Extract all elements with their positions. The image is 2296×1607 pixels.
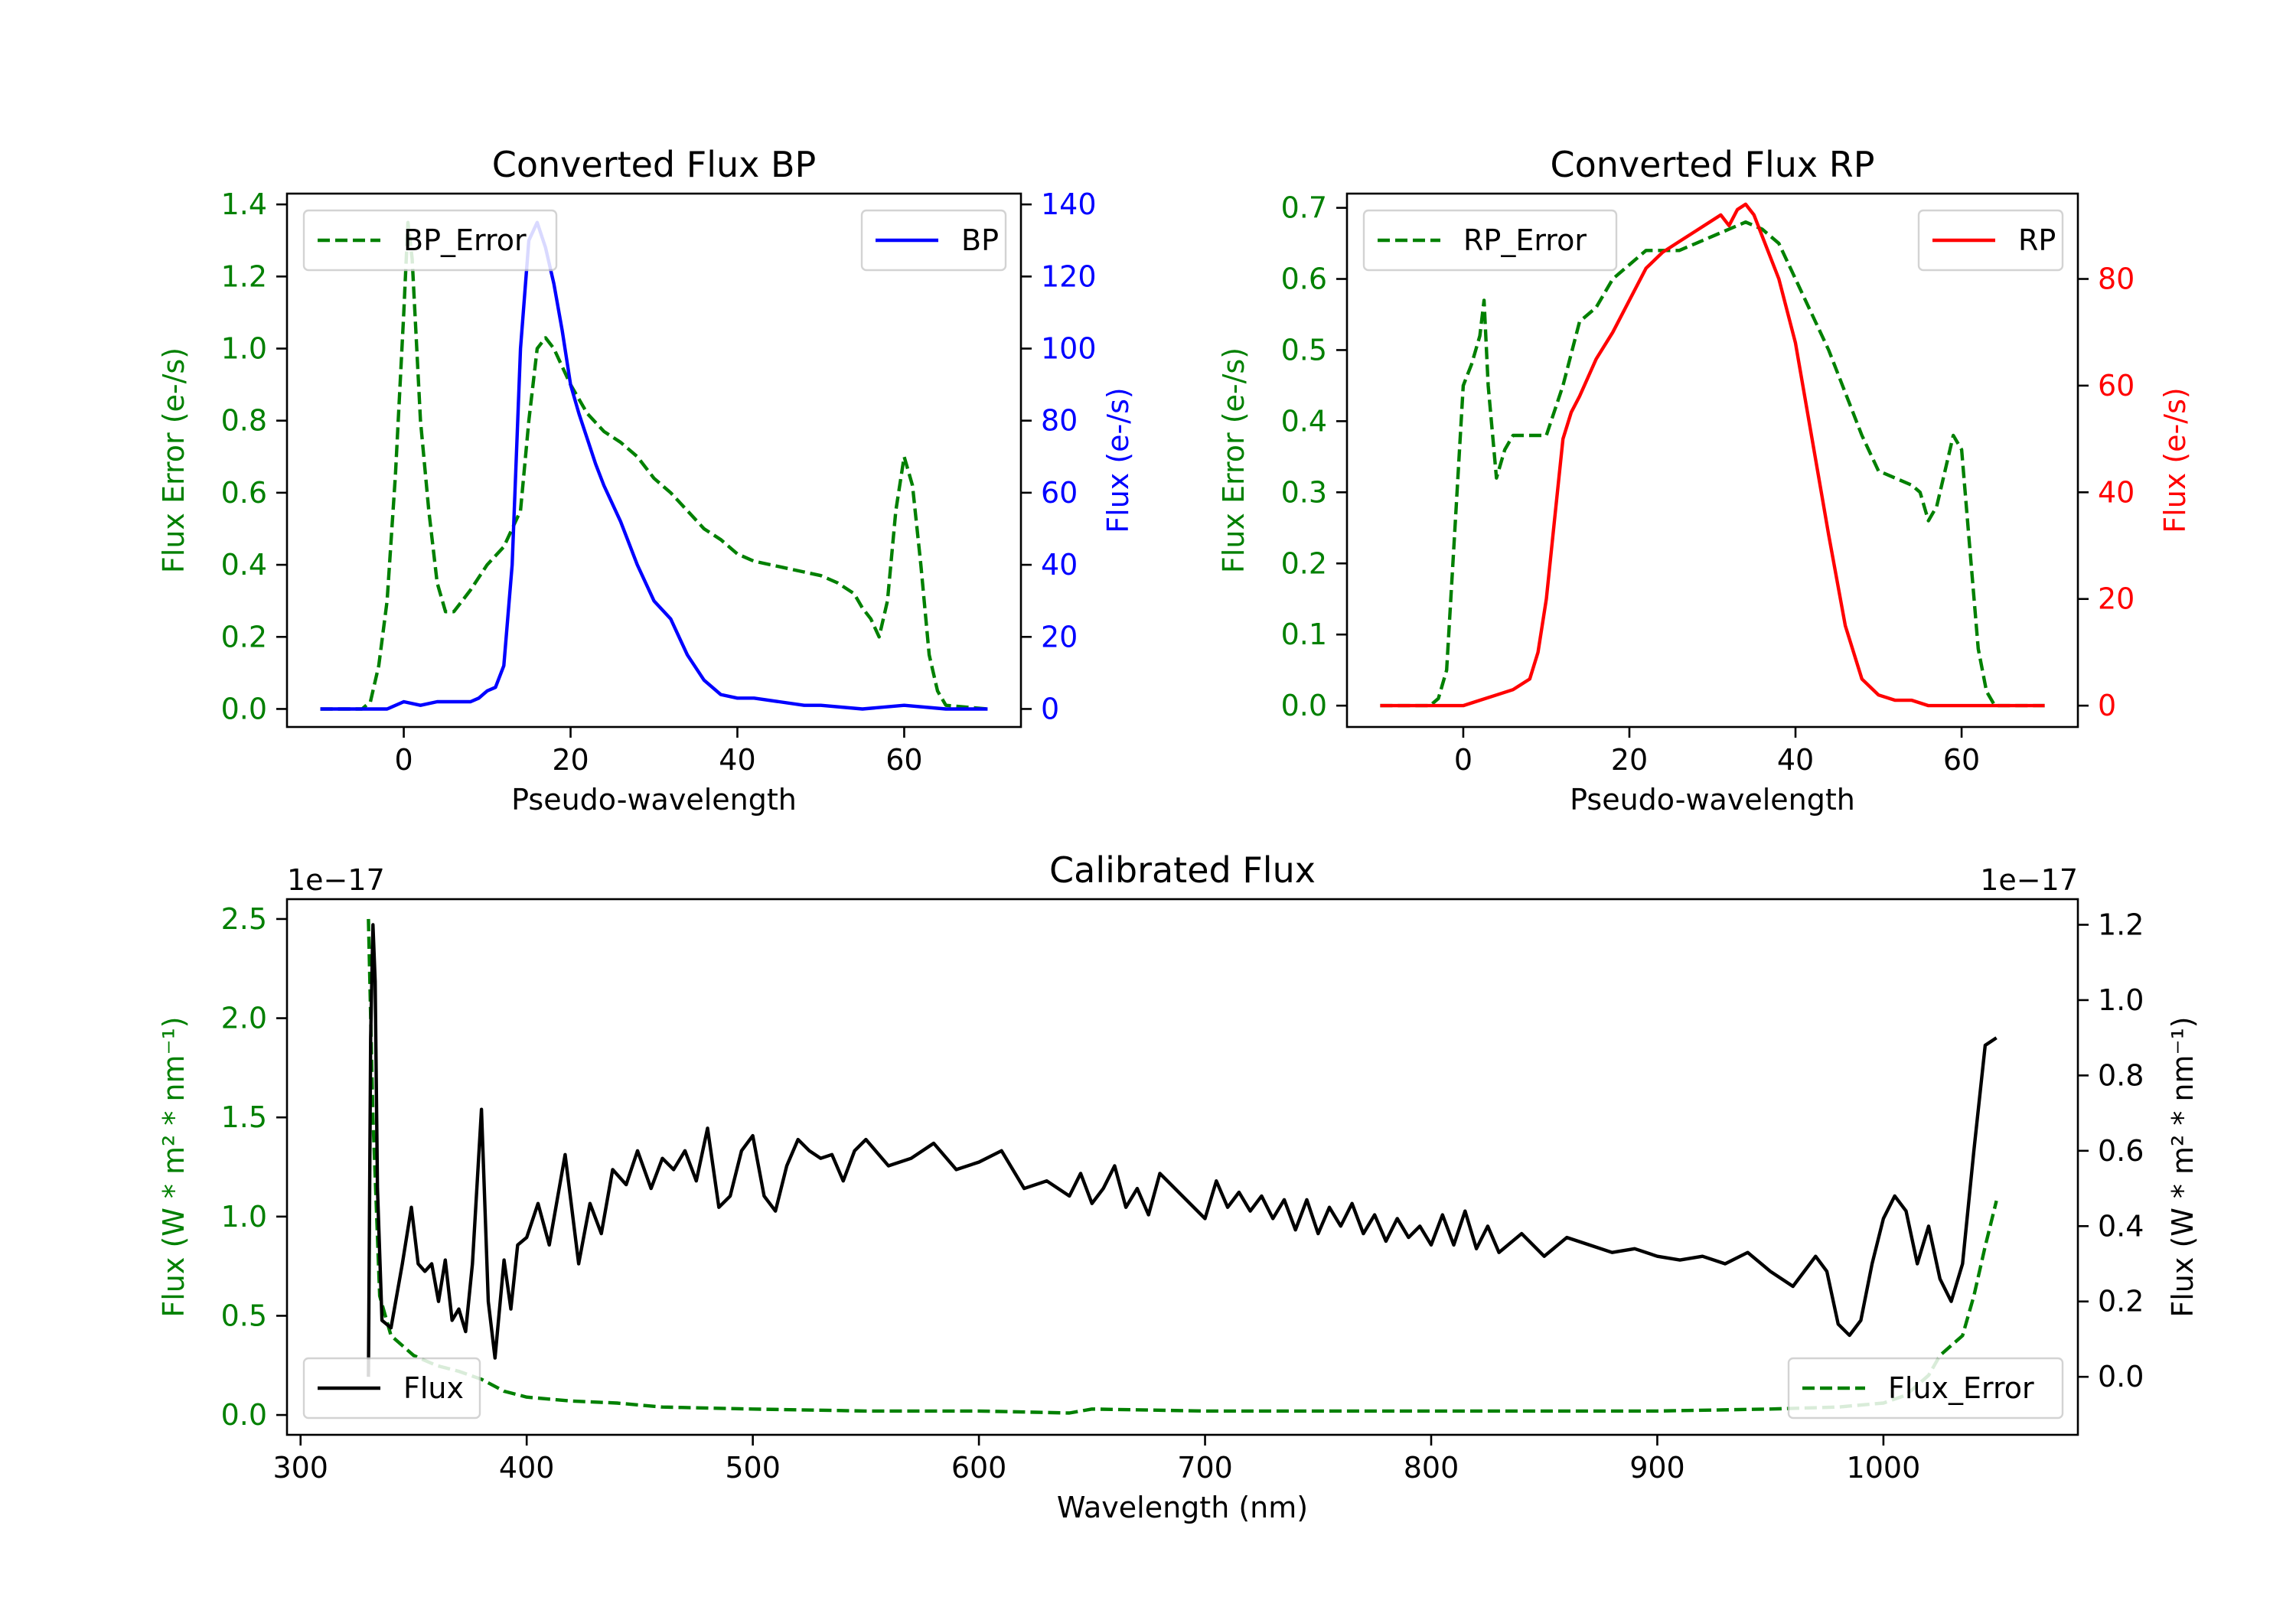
calibrated-ytick-right-label: 0.4 (2098, 1209, 2144, 1243)
calibrated-ytick-right-label: 1.0 (2098, 983, 2144, 1017)
calibrated-ylabel-left: Flux (W * m² * nm⁻¹) (157, 1016, 191, 1317)
calibrated-ytick-left-label: 0.5 (221, 1299, 267, 1332)
bp-ytick-right-label: 0 (1041, 692, 1059, 725)
bp-xtick-label: 60 (885, 743, 922, 777)
calibrated-ytick-left-label: 1.0 (221, 1200, 267, 1234)
bp-ytick-left-label: 0.0 (221, 692, 267, 725)
rp-xtick-label: 60 (1943, 743, 1980, 777)
bp-ytick-left-label: 0.6 (221, 476, 267, 510)
bp-ytick-right-label: 40 (1041, 548, 1078, 582)
calibrated-ytick-left-label: 0.0 (221, 1398, 267, 1432)
bp-ytick-left-label: 0.8 (221, 404, 267, 438)
calibrated-ylabel-right: Flux (W * m² * nm⁻¹) (2166, 1016, 2200, 1317)
bp-ytick-left-label: 0.2 (221, 620, 267, 654)
rp-ytick-right-label: 60 (2098, 369, 2135, 403)
rp-series-rp (1380, 202, 2045, 708)
bp-ylabel-left: Flux Error (e-/s) (157, 347, 191, 573)
rp-ytick-right-label: 0 (2098, 689, 2116, 722)
calibrated-xtick-label: 400 (499, 1451, 555, 1485)
rp-title: Converted Flux RP (1551, 144, 1875, 185)
calibrated-series-flux-error (367, 918, 1998, 1415)
calibrated-series-flux (367, 923, 1998, 1377)
calibrated-ytick-left-label: 2.5 (221, 902, 267, 936)
calibrated-offset-right: 1e−17 (1980, 863, 2078, 897)
bp-legend-left-label: BP_Error (403, 223, 527, 257)
rp-legend-left-label: RP_Error (1463, 223, 1587, 257)
rp-ytick-left-label: 0.1 (1281, 618, 1327, 651)
bp-ytick-right-label: 20 (1041, 620, 1078, 654)
rp-series-rp-error (1380, 220, 2045, 708)
rp-ytick-right-label: 80 (2098, 262, 2135, 296)
rp-ytick-left-label: 0.7 (1281, 191, 1327, 225)
bp-series-bp (320, 220, 988, 711)
calibrated-axes-frame (285, 898, 2079, 1436)
calibrated-xtick-label: 1000 (1847, 1451, 1921, 1485)
bp-ytick-right-label: 100 (1041, 332, 1097, 366)
rp-ytick-right-label: 40 (2098, 475, 2135, 509)
calibrated-ytick-left-label: 2.0 (221, 1002, 267, 1035)
bp-axes-frame (285, 192, 1022, 729)
calibrated-ytick-right-label: 0.2 (2098, 1285, 2144, 1319)
calibrated-title: Calibrated Flux (1049, 849, 1316, 891)
calibrated-ytick-right-label: 1.2 (2098, 908, 2144, 941)
calibrated-ytick-right-label: 0.6 (2098, 1134, 2144, 1168)
calibrated-ytick-right-label: 0.8 (2098, 1058, 2144, 1092)
bp-xtick-label: 20 (552, 743, 589, 777)
bp-ylabel-right: Flux (e-/s) (1101, 387, 1135, 533)
calibrated-ytick-right-label: 0.0 (2098, 1360, 2144, 1393)
rp-xtick-label: 40 (1777, 743, 1814, 777)
calibrated-legend-left-box (302, 1357, 481, 1420)
rp-xtick-label: 20 (1611, 743, 1648, 777)
bp-ytick-right-label: 60 (1041, 476, 1078, 510)
rp-ytick-left-label: 0.5 (1281, 333, 1327, 367)
rp-ytick-left-label: 0.0 (1281, 689, 1327, 722)
bp-ytick-left-label: 1.2 (221, 259, 267, 293)
rp-ylabel-left: Flux Error (e-/s) (1217, 347, 1251, 573)
rp-xlabel: Pseudo-wavelength (1570, 783, 1855, 817)
calibrated-xtick-label: 800 (1404, 1451, 1459, 1485)
bp-xtick-label: 40 (719, 743, 755, 777)
bp-ytick-left-label: 1.0 (221, 332, 267, 366)
calibrated-legend-left-label: Flux (403, 1371, 464, 1405)
bp-ytick-left-label: 0.4 (221, 548, 267, 582)
calibrated-xtick-label: 300 (272, 1451, 328, 1485)
rp-legend-left-box (1362, 209, 1618, 272)
bp-ytick-right-label: 120 (1041, 259, 1097, 293)
bp-ytick-right-label: 80 (1041, 404, 1078, 438)
rp-ytick-left-label: 0.4 (1281, 404, 1327, 438)
calibrated-xlabel: Wavelength (nm) (1057, 1491, 1308, 1524)
rp-axes-frame (1345, 192, 2079, 729)
calibrated-legend-right-label: Flux_Error (1888, 1371, 2034, 1405)
rp-ytick-left-label: 0.2 (1281, 546, 1327, 580)
bp-series-bp-error (320, 220, 988, 711)
bp-title: Converted Flux BP (492, 144, 817, 185)
bp-ytick-left-label: 1.4 (221, 187, 267, 221)
calibrated-xtick-label: 700 (1177, 1451, 1233, 1485)
rp-ylabel-right: Flux (e-/s) (2158, 387, 2192, 533)
calibrated-xtick-label: 600 (951, 1451, 1007, 1485)
bp-legend-right-label: BP (961, 223, 999, 257)
rp-ytick-right-label: 20 (2098, 582, 2135, 616)
bp-xtick-label: 0 (394, 743, 413, 777)
rp-xtick-label: 0 (1454, 743, 1473, 777)
rp-ytick-left-label: 0.3 (1281, 475, 1327, 509)
bp-xlabel: Pseudo-wavelength (511, 783, 797, 817)
calibrated-ytick-left-label: 1.5 (221, 1100, 267, 1134)
bp-ytick-right-label: 140 (1041, 187, 1097, 221)
calibrated-offset-left: 1e−17 (287, 863, 385, 897)
rp-ytick-left-label: 0.6 (1281, 262, 1327, 296)
bp-legend-left-box (302, 209, 558, 272)
calibrated-xtick-label: 500 (725, 1451, 781, 1485)
rp-legend-right-label: RP (2018, 223, 2056, 257)
calibrated-legend-right-box (1787, 1357, 2064, 1420)
calibrated-xtick-label: 900 (1629, 1451, 1685, 1485)
